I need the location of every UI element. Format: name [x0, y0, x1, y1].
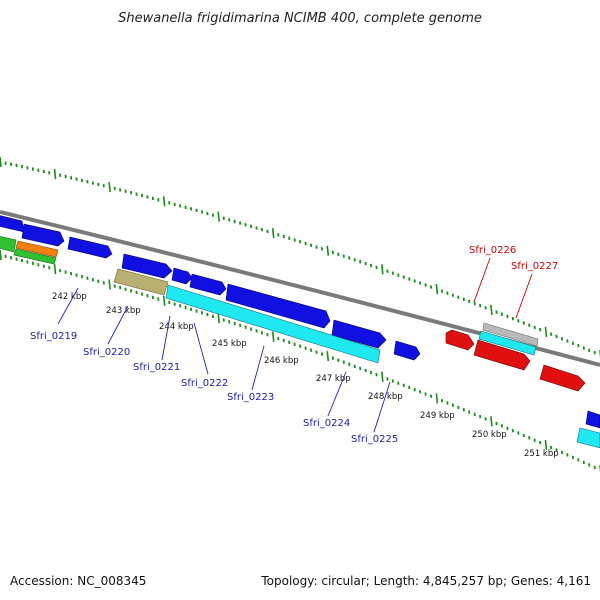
feature-forward-cds[interactable] [225, 283, 331, 329]
scale-tick [381, 371, 384, 382]
scale-label: 247 kbp [316, 374, 351, 384]
feature-forward-cds[interactable] [121, 253, 173, 279]
scale-label: 243 kbp [106, 306, 141, 316]
feature-rna[interactable] [113, 268, 169, 296]
scale-tick [0, 249, 2, 261]
feature-reverse-cds[interactable] [539, 364, 586, 392]
scale-tick [271, 331, 275, 342]
scale-tick [53, 264, 57, 275]
scale-label: 246 kbp [264, 356, 299, 366]
scale-tick [435, 283, 439, 295]
gene-label[interactable]: Sfri_0225 [351, 434, 398, 445]
scale-tick [544, 440, 548, 451]
gene-label[interactable]: Sfri_0222 [181, 378, 228, 389]
features-group [0, 215, 600, 449]
scale-label: 250 kbp [472, 430, 507, 440]
gene-leaders [57, 287, 391, 433]
gene-label[interactable]: Sfri_0226 [469, 245, 516, 256]
feature-forward-cds[interactable] [585, 410, 600, 429]
scale-tick [162, 295, 166, 306]
scale-tick [108, 182, 111, 193]
gene-label[interactable]: Sfri_0220 [83, 347, 130, 358]
scale-tick [271, 228, 275, 239]
feature-orange[interactable] [15, 240, 59, 258]
outer-tick-ring [0, 156, 600, 359]
gene-label[interactable]: Sfri_0219 [30, 331, 77, 342]
scale-tick [217, 313, 220, 324]
gene-label[interactable]: Sfri_0227 [511, 261, 558, 272]
gene-label[interactable]: Sfri_0224 [303, 418, 350, 429]
feature-cyan[interactable] [576, 427, 600, 449]
scale-tick [490, 304, 493, 316]
gene-labels: Sfri_0219 Sfri_0220 Sfri_0221 Sfri_0222 … [30, 245, 558, 445]
feature-forward-cds[interactable] [189, 273, 227, 296]
scale-tick [162, 196, 166, 207]
scale-tick [108, 279, 111, 290]
scale-tick [326, 351, 330, 362]
feature-forward-cds[interactable] [331, 319, 387, 349]
genome-summary-text: Topology: circular; Length: 4,845,257 bp… [260, 574, 591, 588]
feature-reverse-cds[interactable] [473, 339, 531, 371]
gene-leaders-red [473, 257, 533, 319]
scale-tick [544, 326, 548, 337]
feature-cyan[interactable] [478, 330, 537, 356]
scale-tick [381, 264, 384, 275]
feature-forward-cds[interactable] [21, 223, 65, 247]
inner-tick-ring [0, 249, 600, 474]
accession-text: Accession: NC_008345 [10, 574, 146, 588]
scale-tick [53, 168, 57, 180]
feature-forward-cds[interactable] [393, 340, 421, 361]
feature-forward-cds[interactable] [67, 236, 113, 259]
feature-gray[interactable] [482, 322, 539, 347]
scale-label: 245 kbp [212, 339, 247, 349]
scale-label: 249 kbp [420, 411, 455, 421]
feature-reverse-cds[interactable] [445, 329, 475, 351]
scale-label: 244 kbp [159, 322, 194, 332]
scale-label: 251 kbp [524, 449, 559, 459]
scale-tick [490, 416, 493, 427]
scale-tick [217, 211, 220, 222]
feature-green[interactable] [13, 248, 57, 265]
feature-green[interactable] [0, 236, 17, 253]
gene-label[interactable]: Sfri_0221 [133, 362, 180, 373]
scale-tick [435, 393, 439, 404]
scale-tick [0, 156, 2, 168]
feature-forward-cds[interactable] [171, 267, 193, 285]
gene-label[interactable]: Sfri_0223 [227, 392, 274, 403]
scale-label: 242 kbp [52, 292, 87, 302]
feature-cyan[interactable] [165, 284, 381, 364]
map-title: Shewanella frigidimarina NCIMB 400, comp… [118, 11, 482, 26]
scale-tick [326, 245, 330, 256]
